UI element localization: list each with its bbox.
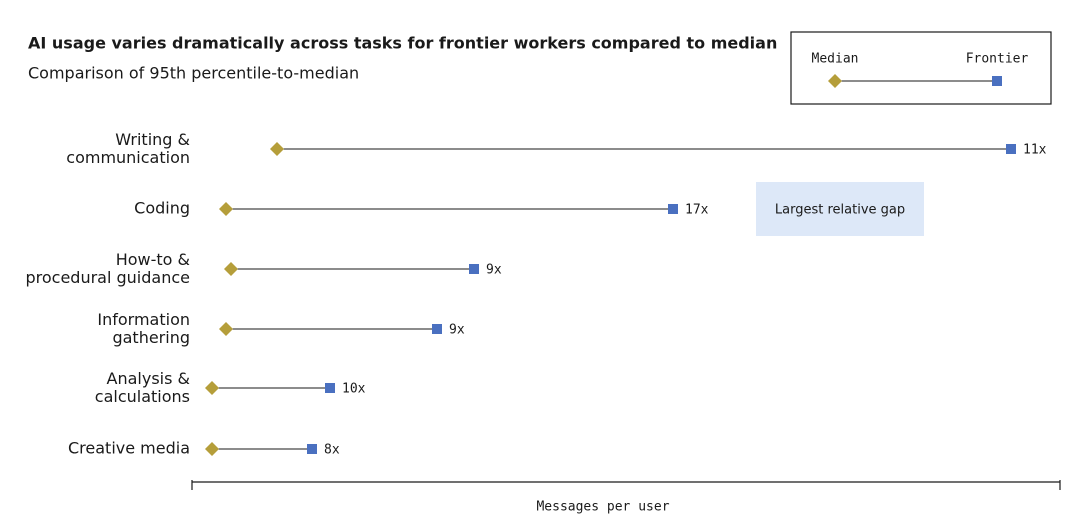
category-label: Creative media: [68, 439, 190, 458]
frontier-marker: [432, 324, 442, 334]
median-marker: [219, 322, 233, 336]
ratio-label: 9x: [486, 263, 502, 278]
chart-title: AI usage varies dramatically across task…: [28, 34, 777, 53]
legend-marker: [992, 76, 1002, 86]
x-axis-label: Messages per user: [536, 500, 669, 515]
annotation: Largest relative gap: [775, 203, 905, 218]
ratio-label: 10x: [342, 382, 366, 397]
legend-box: [790, 31, 1052, 105]
category-label: How-to & procedural guidance: [25, 250, 190, 287]
ratio-label: 9x: [449, 323, 465, 338]
frontier-marker: [1006, 144, 1016, 154]
frontier-marker: [469, 264, 479, 274]
category-label: Writing & communication: [66, 130, 190, 167]
legend-label: Frontier: [966, 52, 1029, 67]
frontier-marker: [668, 204, 678, 214]
ratio-label: 11x: [1023, 143, 1047, 158]
legend-label: Median: [812, 52, 859, 67]
legend-marker: [828, 74, 842, 88]
x-axis: [191, 480, 1061, 490]
ratio-label: 8x: [324, 443, 340, 458]
median-marker: [270, 142, 284, 156]
median-marker: [224, 262, 238, 276]
annotation-box: [756, 182, 924, 236]
median-marker: [205, 381, 219, 395]
frontier-marker: [307, 444, 317, 454]
category-label: Coding: [134, 199, 190, 218]
median-marker: [219, 202, 233, 216]
chart-subtitle: Comparison of 95th percentile-to-median: [28, 64, 359, 83]
category-label: Information gathering: [97, 310, 190, 347]
median-marker: [205, 442, 219, 456]
ratio-label: 17x: [685, 203, 709, 218]
category-label: Analysis & calculations: [95, 369, 190, 406]
frontier-marker: [325, 383, 335, 393]
